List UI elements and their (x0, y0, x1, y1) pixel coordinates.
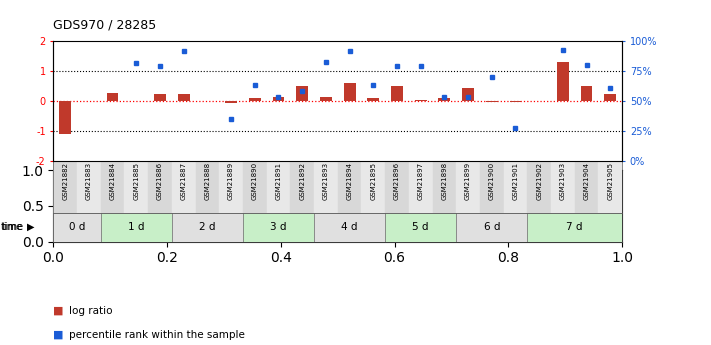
Bar (391, 86, 403, 101)
Bar (551, 160, 574, 213)
Bar (456, 213, 528, 242)
Text: percentile rank within the sample: percentile rank within the sample (69, 330, 245, 339)
Bar (462, 88, 474, 101)
Bar (528, 213, 622, 242)
Bar (296, 86, 308, 101)
Bar (338, 160, 361, 213)
Text: GSM21884: GSM21884 (109, 162, 116, 200)
Bar (267, 160, 290, 213)
Text: GSM21899: GSM21899 (465, 162, 471, 200)
Bar (101, 160, 124, 213)
Bar (599, 160, 622, 213)
Bar (243, 213, 314, 242)
Text: 1 d: 1 d (128, 222, 144, 232)
Text: GSM21891: GSM21891 (275, 162, 282, 200)
Text: GSM21887: GSM21887 (181, 162, 187, 200)
Bar (172, 160, 196, 213)
Bar (243, 160, 267, 213)
Bar (385, 160, 409, 213)
Bar (604, 95, 616, 101)
Bar (320, 97, 332, 101)
Bar (178, 95, 190, 101)
Bar (59, 101, 71, 134)
Bar (480, 160, 503, 213)
Bar (385, 213, 456, 242)
Bar (290, 160, 314, 213)
Bar (503, 160, 528, 213)
Bar (581, 86, 592, 101)
Bar (557, 62, 569, 101)
Text: GSM21900: GSM21900 (488, 162, 495, 200)
Bar (409, 160, 432, 213)
Bar (101, 213, 172, 242)
Bar (314, 213, 385, 242)
Bar (528, 160, 551, 213)
Bar (456, 160, 480, 213)
Text: GSM21892: GSM21892 (299, 162, 305, 200)
Text: GSM21896: GSM21896 (394, 162, 400, 200)
Text: GSM21889: GSM21889 (228, 162, 234, 200)
Text: 3 d: 3 d (270, 222, 287, 232)
Text: GSM21897: GSM21897 (417, 162, 424, 200)
Text: GSM21882: GSM21882 (62, 162, 68, 200)
Text: log ratio: log ratio (69, 306, 112, 315)
Bar (148, 160, 172, 213)
Bar (574, 160, 599, 213)
Text: GSM21890: GSM21890 (252, 162, 258, 200)
Bar (439, 98, 450, 101)
Bar (432, 160, 456, 213)
Text: 2 d: 2 d (199, 222, 215, 232)
Bar (107, 92, 119, 101)
Text: ■: ■ (53, 306, 64, 315)
Text: ▶: ▶ (27, 222, 35, 232)
Bar (124, 160, 148, 213)
Text: GSM21888: GSM21888 (204, 162, 210, 200)
Bar (225, 101, 237, 103)
Bar (272, 97, 284, 101)
Bar (343, 83, 356, 101)
Text: GSM21895: GSM21895 (370, 162, 376, 200)
Bar (53, 160, 77, 213)
Text: GSM21903: GSM21903 (560, 162, 566, 200)
Text: 7 d: 7 d (567, 222, 583, 232)
Text: GSM21893: GSM21893 (323, 162, 329, 200)
Text: 4 d: 4 d (341, 222, 358, 232)
Text: GSM21901: GSM21901 (513, 162, 518, 200)
Text: GSM21883: GSM21883 (86, 162, 92, 200)
Text: GSM21902: GSM21902 (536, 162, 542, 200)
Bar (172, 213, 243, 242)
Text: time: time (1, 222, 23, 232)
Bar (53, 213, 101, 242)
Bar (368, 98, 379, 101)
Text: 0 d: 0 d (69, 222, 85, 232)
Bar (196, 160, 219, 213)
Bar (154, 95, 166, 101)
Text: 6 d: 6 d (483, 222, 500, 232)
Bar (314, 160, 338, 213)
Text: GSM21886: GSM21886 (157, 162, 163, 200)
Text: GSM21905: GSM21905 (607, 162, 614, 200)
Text: ■: ■ (53, 330, 64, 339)
Bar (361, 160, 385, 213)
Text: GSM21904: GSM21904 (584, 162, 589, 200)
Text: 5 d: 5 d (412, 222, 429, 232)
Text: GSM21898: GSM21898 (442, 162, 447, 200)
Text: GDS970 / 28285: GDS970 / 28285 (53, 18, 156, 31)
Text: GSM21894: GSM21894 (346, 162, 353, 200)
Bar (219, 160, 243, 213)
Bar (77, 160, 101, 213)
Bar (249, 98, 261, 101)
Text: time: time (1, 222, 23, 232)
Text: GSM21885: GSM21885 (133, 162, 139, 200)
Bar (415, 100, 427, 101)
